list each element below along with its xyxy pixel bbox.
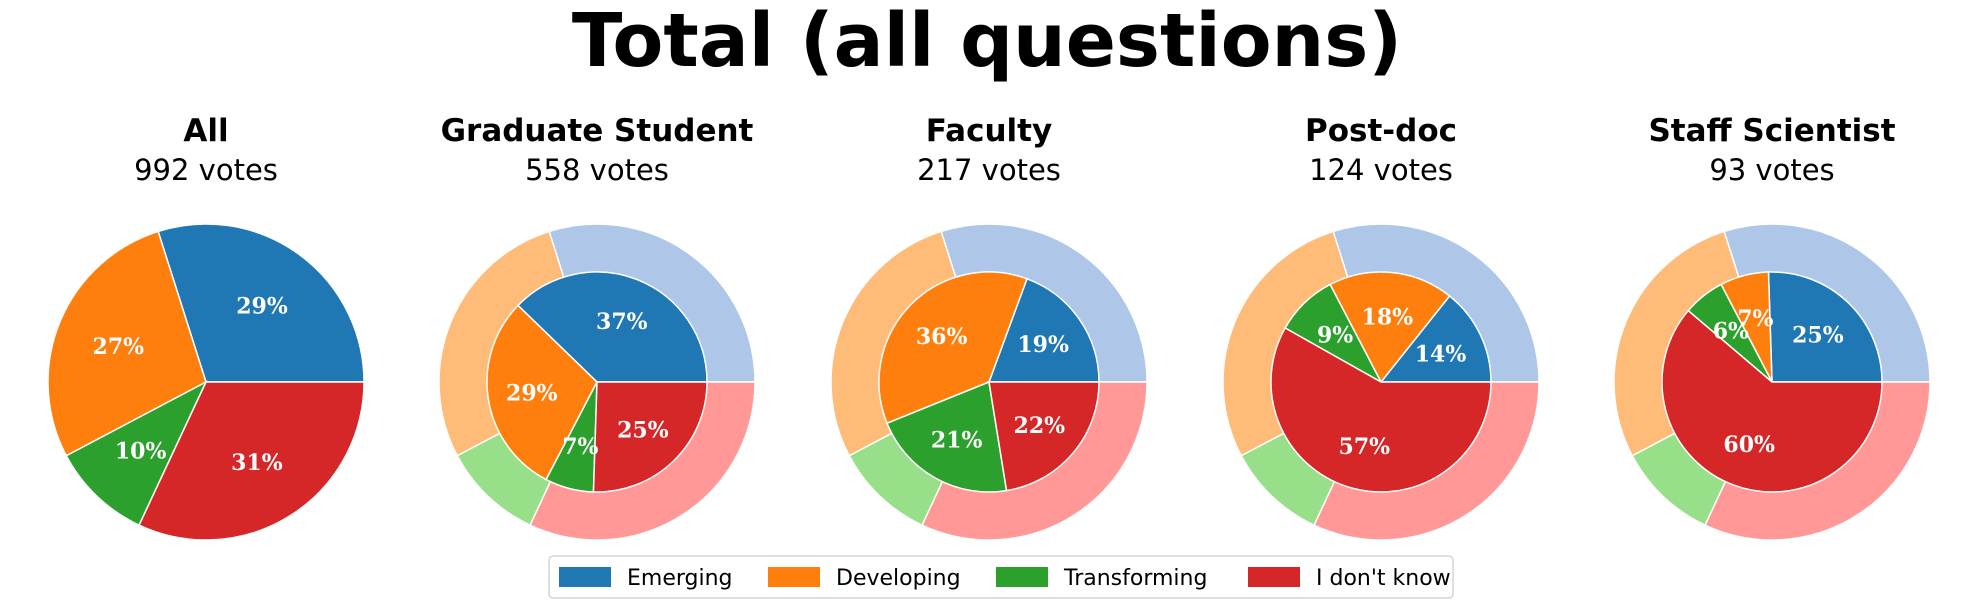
pie-slice-i-don-t-know	[1661, 309, 1883, 493]
slice-percent-label: 25%	[1792, 323, 1844, 349]
pie-panel-staff-scientist: Staff Scientist 93 votes 25% 7%6% 60%	[1613, 113, 1931, 541]
slice-percent-label: 14%	[1415, 341, 1467, 367]
pie-slice-emerging	[987, 277, 1100, 383]
panel-vote-count: 124 votes	[1309, 153, 1453, 187]
pie-slice-developing	[486, 304, 598, 481]
slice-percent-label: 29%	[236, 294, 288, 320]
panel-title: Graduate Student	[441, 113, 754, 149]
slice-percent-label: 10%	[115, 439, 167, 465]
slice-percent-label: 27%	[93, 334, 145, 360]
panel-title: Post-doc	[1305, 113, 1457, 149]
pie-slice-i-don-t-know	[138, 381, 365, 541]
slice-percent-label: 19%	[1017, 332, 1069, 358]
legend-swatch-i-don-t-know	[1248, 567, 1300, 587]
pie-panel-graduate-student: Graduate Student 558 votes 37% 29% 7% 25%	[438, 113, 756, 541]
pie-panel-all: All 992 votes 29% 27% 10% 31%	[47, 113, 365, 541]
pie-slice-developing	[1329, 271, 1451, 384]
legend-swatch-developing	[768, 567, 820, 587]
slice-percent-label: 25%	[617, 417, 669, 443]
pie-slice-emerging	[516, 271, 708, 383]
pie-panel-faculty: Faculty 217 votes 19% 36% 21% 22%	[830, 113, 1148, 541]
pie-panel-post-doc: Post-doc 124 votes 14%18% 9% 57%	[1222, 113, 1540, 541]
legend-swatch-emerging	[559, 567, 611, 587]
pie-slice-i-don-t-know	[988, 381, 1100, 492]
legend: Emerging Developing Transforming I don't kn…	[548, 555, 1454, 599]
pie-slice-emerging	[1767, 271, 1883, 383]
panel-title: Staff Scientist	[1648, 113, 1895, 149]
panel-title: All	[183, 113, 228, 149]
slice-percent-label: 29%	[506, 381, 558, 407]
slice-percent-label: 60%	[1723, 432, 1775, 458]
pie-slice-transforming	[886, 380, 1008, 493]
slice-percent-label: 57%	[1339, 434, 1391, 460]
legend-label-emerging: Emerging	[627, 566, 733, 591]
pie-slice-emerging	[157, 223, 365, 383]
slice-percent-label: 6%	[1713, 318, 1749, 344]
slice-percent-label: 9%	[1317, 323, 1353, 349]
panel-vote-count: 93 votes	[1709, 153, 1834, 187]
legend-swatch-transforming	[996, 567, 1048, 587]
panel-vote-count: 558 votes	[525, 153, 669, 187]
slice-percent-label: 18%	[1362, 304, 1414, 330]
panel-vote-count: 217 votes	[917, 153, 1061, 187]
figure-title: Total (all questions)	[571, 0, 1403, 84]
slice-percent-label: 37%	[596, 309, 648, 335]
pie-slice-transforming	[65, 380, 208, 527]
legend-label-transforming: Transforming	[1063, 566, 1207, 591]
pie-slice-developing	[878, 271, 1028, 425]
slice-percent-label: 7%	[562, 434, 598, 460]
pie-slice-i-don-t-know	[592, 381, 708, 493]
panel-vote-count: 992 votes	[134, 153, 278, 187]
legend-label-i-don-t-know: I don't know	[1316, 566, 1451, 591]
pie-slice-emerging	[1379, 294, 1492, 383]
slice-percent-label: 7%	[1737, 306, 1773, 332]
slice-percent-label: 31%	[231, 450, 283, 476]
pie-slice-i-don-t-know	[1270, 326, 1492, 493]
pie-slice-developing	[47, 230, 207, 457]
slice-percent-label: 22%	[1014, 413, 1066, 439]
panel-title: Faculty	[926, 113, 1052, 149]
legend-label-developing: Developing	[836, 566, 961, 591]
slice-percent-label: 21%	[931, 428, 983, 454]
slice-percent-label: 36%	[916, 324, 968, 350]
